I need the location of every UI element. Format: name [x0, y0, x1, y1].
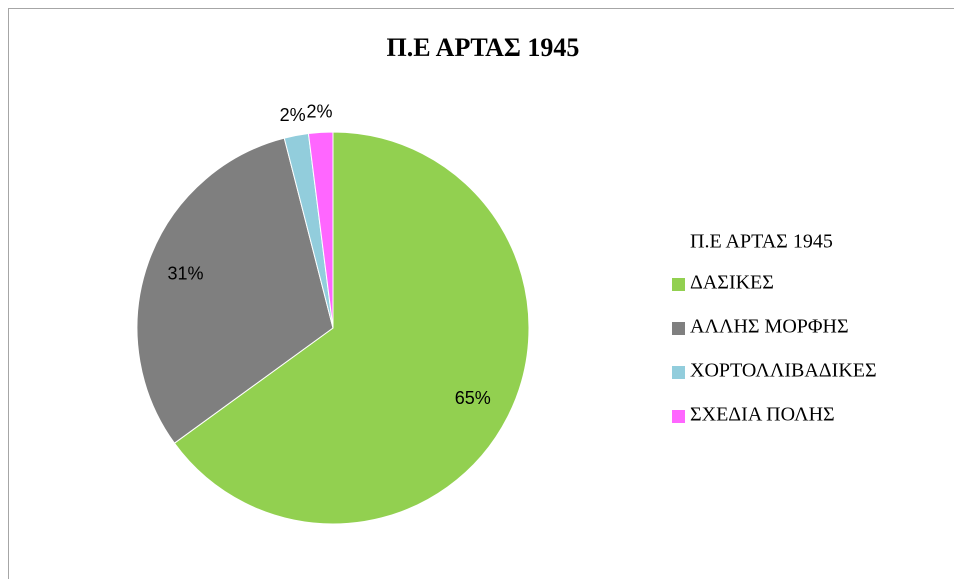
legend-label: ΑΛΛΗΣ ΜΟΡΦΗΣ — [690, 316, 849, 338]
pie-slice — [307, 131, 334, 329]
data-label: 2% — [280, 105, 306, 125]
pie-slice — [136, 137, 334, 444]
legend-title: Π.Ε ΑΡΤΑΣ 1945 — [690, 231, 833, 253]
legend-swatch — [672, 410, 685, 423]
legend-label: ΣΧΕΔΙΑ ΠΟΛΗΣ — [690, 404, 835, 426]
data-label: 2% — [306, 102, 332, 122]
legend-swatch — [672, 366, 685, 379]
legend-label: ΔΑΣΙΚΕΣ — [690, 272, 774, 294]
data-label: 65% — [455, 388, 491, 408]
chart-title: Π.Ε ΑΡΤΑΣ 1945 — [387, 33, 580, 62]
pie-slice — [173, 131, 530, 525]
legend-label: ΧΟΡΤΟΛΛΙΒΑΔΙΚΕΣ — [690, 360, 877, 382]
legend-swatch — [672, 278, 685, 291]
legend-swatch — [672, 322, 685, 335]
data-label: 31% — [167, 264, 203, 284]
